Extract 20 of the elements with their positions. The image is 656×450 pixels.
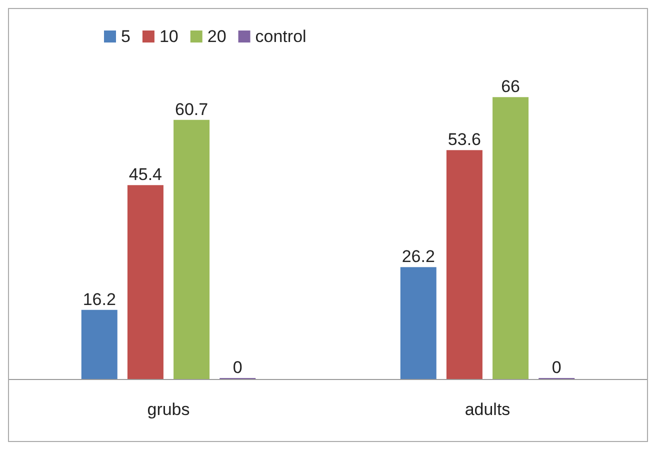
- data-label: 66: [501, 77, 520, 96]
- bar: [81, 310, 118, 379]
- data-label: 60.7: [174, 100, 208, 119]
- bar: [492, 97, 529, 379]
- data-label: 0: [232, 358, 242, 377]
- legend-label: 10: [159, 27, 178, 46]
- bar: [400, 267, 436, 379]
- legend-label: control: [255, 27, 306, 46]
- data-label: 0: [552, 358, 562, 377]
- bar: [127, 185, 164, 379]
- legend-label: 20: [207, 27, 226, 46]
- data-label: 16.2: [82, 290, 116, 309]
- x-tick-label: grubs: [147, 400, 190, 419]
- bar: [174, 120, 210, 379]
- data-label: 45.4: [128, 165, 162, 184]
- legend-label: 5: [121, 27, 130, 46]
- x-tick-label: adults: [464, 400, 510, 419]
- data-label: 26.2: [402, 247, 435, 266]
- bar: [446, 150, 482, 379]
- data-label: 53.6: [448, 130, 482, 150]
